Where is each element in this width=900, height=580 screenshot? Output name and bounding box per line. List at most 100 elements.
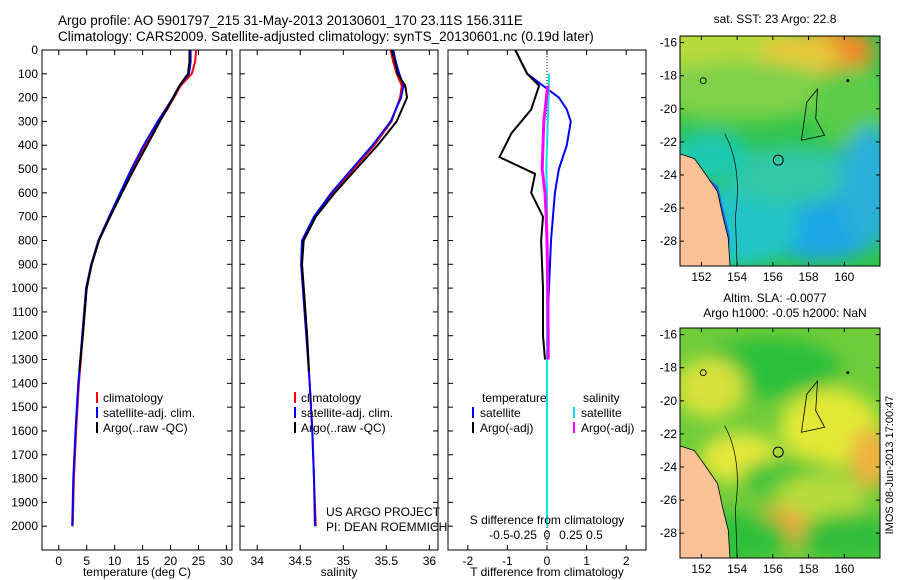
temp-xtick-label: 5 [83,554,90,568]
island-dot [846,79,850,83]
sla-lon-label: 158 [799,562,819,576]
sla-lat-label: -20 [660,394,678,408]
diff-xtick-label: -1 [502,554,513,568]
sal-line-1 [300,50,405,527]
sla-lat-label: -24 [660,460,678,474]
diff-legend-label: satellite [581,406,622,420]
pi-annotation: PI: DEAN ROEMMICH [326,520,447,534]
australia-land [680,445,731,558]
depth-tick-label: 0 [31,43,38,57]
depth-tick-label: 1900 [11,495,38,509]
sst-blob [840,126,880,246]
island-contour [699,77,707,85]
sal-frame [239,49,439,551]
depth-tick-label: 800 [18,233,38,247]
temp-xlabel: temperature (deg C) [83,565,191,579]
sla-map-title: Altim. SLA: -0.0077 [723,291,827,305]
depth-tick-label: 1700 [11,448,38,462]
temp-series [71,50,198,527]
sst-lat-label: -18 [660,69,678,83]
sst-map: 152 154 156 158 160 -16 -18 -20 -22 -24 -26 -28 [660,35,881,284]
sst-lat-label: -24 [660,168,678,182]
sst-lon-label: 158 [799,270,819,284]
diff-xtick-label: 2 [623,554,630,568]
diff-s-tick-label: 0.5 [586,528,603,542]
diff-line-3 [540,85,550,360]
sla-blob [850,428,880,488]
depth-tick-label: 500 [18,162,38,176]
sal-legend-label: Argo(..raw -QC) [301,421,386,435]
diff-xtick-label: 0 [544,554,551,568]
sst-blob [730,146,850,206]
diff-s-tick-label: 0 [544,528,551,542]
sal-panel: 34 34.5 35 35.5 36 salinity [239,49,439,579]
sst-map-field [680,36,880,266]
sst-lon-label: 156 [763,270,783,284]
depth-tick-label: 300 [18,114,38,128]
sst-blobs [680,36,880,266]
island-contour [699,369,707,377]
depth-tick-label: 1500 [11,400,38,414]
sal-xlabel: salinity [321,565,358,579]
sst-lon-label: 160 [834,270,854,284]
sla-lat-label: -18 [660,361,678,375]
diff-xtick-label: -2 [462,554,473,568]
depth-tick-label: 900 [18,257,38,271]
diff-xtick-label: 1 [583,554,590,568]
sal-xtick-label: 36 [423,554,437,568]
sst-lat-label: -28 [660,234,678,248]
reef-contour [800,87,826,141]
sst-argo-marker [772,154,784,166]
sla-lon-label: 160 [834,562,854,576]
profile-title: Argo profile: AO 5901797_215 31-May-2013… [58,13,523,28]
temp-panel: 0 5 10 15 20 25 300100200300400500600700800900… [11,43,233,579]
temp-line-0 [71,50,198,527]
temp-xtick-label: 10 [108,554,122,568]
island-dot [846,371,850,375]
sla-lon-label: 154 [727,562,747,576]
sla-map-subtitle: Argo h1000: -0.05 h2000: NaN [703,306,866,320]
sal-xtick-label: 35 [337,554,351,568]
depth-tick-label: 700 [18,210,38,224]
sla-blobs [680,338,880,558]
diff-panel: -2 -1 0 1 2T difference from climatology [447,49,647,579]
sla-blob [775,473,865,523]
diff-line-1 [498,50,546,360]
diff-legend-label: Argo(-adj) [581,421,634,435]
sst-lat-label: -26 [660,201,678,215]
diff-s-axis-label: S difference from climatology [470,513,625,527]
sla-argo-marker [772,446,784,458]
sst-lat-label: -20 [660,102,678,116]
sal-series [300,50,409,527]
diff-series [498,50,572,550]
sst-lat-label: -22 [660,135,678,149]
temp-line-1 [71,50,192,527]
diff-legend-label: Argo(-adj) [480,421,533,435]
sst-lat-label: -16 [660,36,678,50]
sal-xtick-label: 34.5 [289,554,313,568]
temp-line-2 [78,50,191,372]
depth-tick-label: 1400 [11,376,38,390]
depth-tick-label: 100 [18,67,38,81]
temp-xtick-label: 0 [55,554,62,568]
sal-xtick-label: 34 [251,554,265,568]
temp-frame [41,49,233,551]
diff-legend-sal-title: salinity [583,391,620,405]
temp-xtick-label: 15 [136,554,150,568]
sla-blob [800,513,880,558]
diff-s-tick-label: -0.5 [489,528,510,542]
diff-legend-temp-title: temperature [482,391,547,405]
climatology-subtitle: Climatology: CARS2009. Satellite-adjuste… [58,29,594,44]
depth-tick-label: 1600 [11,424,38,438]
diff-legend-label: satellite [480,406,521,420]
sst-blob [810,66,880,146]
sla-blob [680,358,745,418]
sst-lon-label: 154 [727,270,747,284]
temp-xtick-label: 20 [164,554,178,568]
sla-lon-label: 152 [691,562,711,576]
sal-line-2 [300,50,409,372]
sal-xtick-label: 35.5 [375,554,399,568]
depth-tick-label: 1000 [11,281,38,295]
depth-tick-label: 2000 [11,519,38,533]
